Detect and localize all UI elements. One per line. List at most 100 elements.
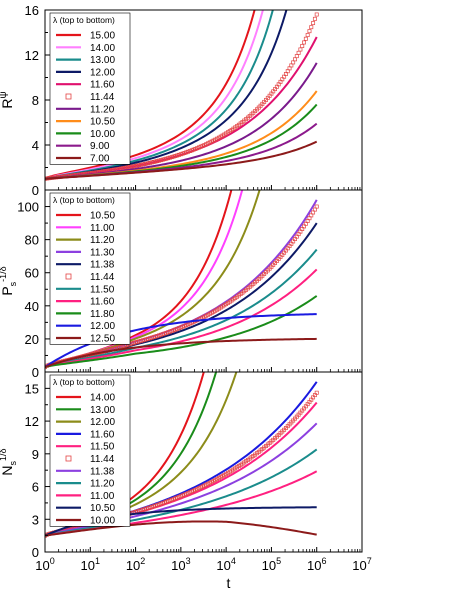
x-tick-label: 101 [81, 556, 100, 573]
legend-entry: 10.00 [90, 516, 115, 527]
y-tick-label: 0 [32, 183, 39, 198]
legend-title: λ (top to bottom) [53, 377, 115, 387]
series-11.80-line [45, 295, 318, 368]
y-tick-label: 6 [32, 480, 39, 495]
legend-entry: 14.00 [90, 393, 115, 404]
x-tick-label: 106 [307, 556, 326, 573]
y-tick-label: 16 [25, 3, 39, 18]
y-tick-label: 0 [32, 545, 39, 560]
legend-entry: 12.50 [90, 334, 115, 345]
legend-entry: 10.50 [90, 503, 115, 514]
x-tick-label: 104 [216, 556, 235, 573]
y-tick-label: 60 [25, 266, 39, 281]
legend-entry: 13.00 [90, 55, 115, 66]
x-tick-label: 107 [352, 556, 371, 573]
y-tick-label: 4 [32, 138, 39, 153]
y-axis-label: Ns1/δ [0, 448, 18, 475]
series-11.60-line [45, 268, 318, 368]
y-tick-label: 100 [17, 200, 39, 215]
series-point [314, 390, 319, 395]
y-tick-label: 40 [25, 299, 39, 314]
legend-title: λ (top to bottom) [53, 195, 115, 205]
y-axis-label-sup: 1/δ [0, 448, 8, 461]
legend-entry: 12.00 [90, 321, 115, 332]
legend-entry: 11.44 [90, 454, 115, 465]
series-point [302, 40, 306, 45]
y-tick-label: 8 [32, 93, 39, 108]
series-point [293, 57, 297, 62]
legend-entry: 12.00 [90, 67, 115, 78]
y-tick-label: 20 [25, 332, 39, 347]
legend-entry: 13.00 [90, 405, 115, 416]
y-axis-label: Ps-1/δ [0, 266, 18, 295]
series-point [314, 12, 319, 17]
series-point [300, 44, 305, 48]
legend-entry: 11.30 [90, 247, 115, 258]
y-axis-label-main: N [0, 465, 15, 475]
y-axis-label-sub: s [8, 281, 18, 286]
legend-marker [65, 273, 72, 280]
y-axis-label-sup: ψ [0, 91, 9, 98]
plot-frame [44, 371, 363, 553]
legend-entry: 11.00 [90, 223, 115, 234]
x-tick-label: 102 [126, 556, 145, 573]
legend-entry: 9.00 [90, 141, 110, 152]
legend-entry: 11.50 [90, 442, 115, 453]
legend-entry: 10.50 [90, 117, 115, 128]
legend-entry: 11.80 [90, 309, 115, 320]
legend-entry: 11.60 [90, 80, 115, 91]
series-point [303, 36, 308, 41]
legend-entry: 11.00 [90, 491, 115, 502]
legend-marker [65, 455, 72, 462]
legend-entry: 11.20 [90, 104, 115, 115]
series-point [309, 25, 314, 30]
series-point [307, 29, 312, 34]
legend-title: λ (top to bottom) [53, 15, 115, 25]
legend-entry: 11.44 [90, 272, 115, 283]
series-7.00-line [45, 140, 318, 180]
series-group [45, 190, 319, 369]
legend-entry: 10.00 [90, 129, 115, 140]
series-point [312, 16, 317, 21]
y-tick-label: 9 [32, 447, 39, 462]
legend-entry: 14.00 [90, 43, 115, 54]
y-tick-label: 0 [32, 365, 39, 380]
legend-entry: 11.38 [90, 466, 115, 477]
y-tick-label: 12 [25, 48, 39, 63]
series-15.00-line [45, 10, 256, 180]
legend-entry: 15.00 [90, 31, 115, 42]
legend-entry: 11.60 [90, 429, 115, 440]
legend-entry: 10.50 [90, 211, 115, 222]
legend-entry: 11.50 [90, 284, 115, 295]
legend-box [49, 192, 131, 345]
series-point [294, 54, 299, 59]
series-group [45, 10, 319, 181]
series-14.00-line [45, 10, 264, 180]
y-axis-label-sup: -1/δ [0, 266, 8, 282]
panel-1: 0 4 8 12 16 Rψ λ (top to bottom) 15.0014.0013.0… [0, 3, 363, 198]
x-tick-label: 103 [171, 556, 190, 573]
legend-entry: 11.44 [90, 92, 115, 103]
y-tick-label: 12 [25, 414, 39, 429]
legend-box [49, 12, 131, 165]
x-tick-label: 100 [35, 556, 54, 573]
y-axis-label-sub: s [8, 460, 18, 465]
x-axis-label: t [227, 575, 231, 591]
series-point [305, 33, 310, 37]
y-tick-label: 15 [25, 381, 39, 396]
legend-entry: 7.00 [90, 154, 110, 165]
series-12.50-line [45, 337, 317, 368]
series-10.00-line [45, 520, 317, 537]
series-point [296, 50, 301, 55]
series-11.50-line [45, 248, 318, 368]
panel-2: 0 20 40 60 80 100 Ps-1/δ λ (top to bottom) 10.50… [0, 189, 363, 380]
series-point [314, 204, 319, 209]
legend-entry: 12.00 [90, 417, 115, 428]
legend-entry: 11.60 [90, 297, 115, 308]
y-tick-label: 3 [32, 512, 39, 527]
legend-box [49, 374, 131, 527]
y-axis-label: Rψ [0, 91, 15, 108]
